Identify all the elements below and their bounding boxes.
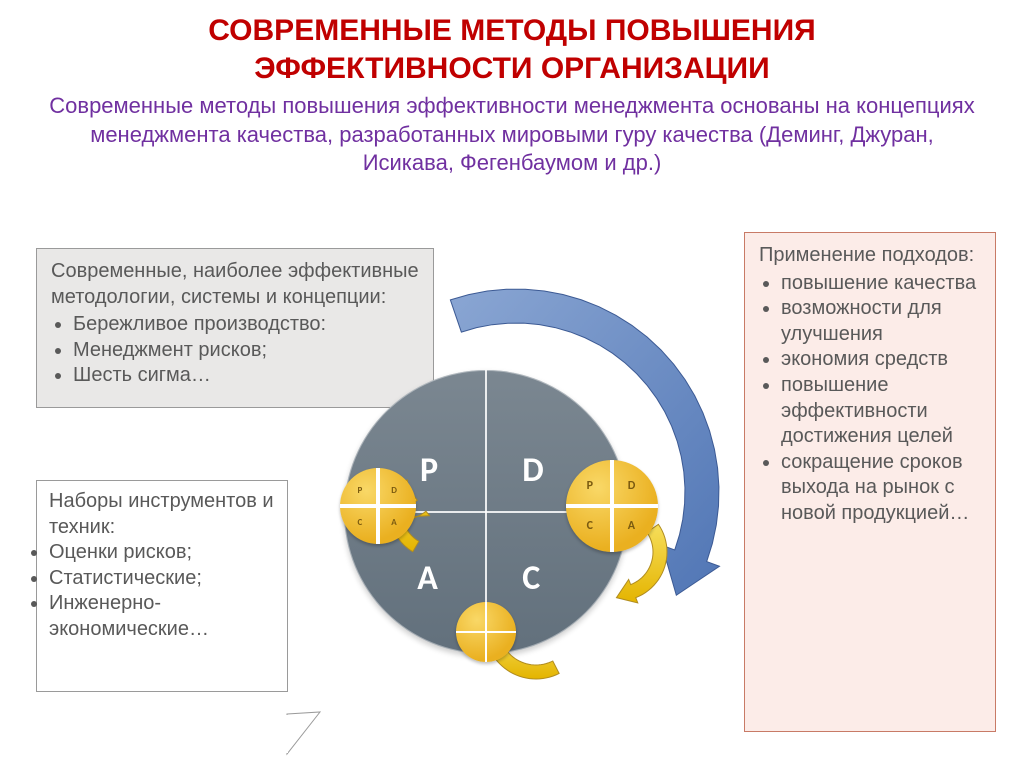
pdca-mini-circle <box>456 602 516 662</box>
tools-list: Оценки рисков; Статистические; Инженерно… <box>49 540 275 642</box>
tools-callout: Наборы инструментов и техник: Оценки рис… <box>36 480 288 692</box>
tools-callout-body: Наборы инструментов и техник: Оценки рис… <box>36 480 288 692</box>
list-item: Оценки рисков; <box>49 540 275 566</box>
pdca-mini-circle: P D C A <box>566 460 658 552</box>
slide: СОВРЕМЕННЫЕ МЕТОДЫ ПОВЫШЕНИЯ ЭФФЕКТИВНОС… <box>0 0 1024 768</box>
tools-heading: Наборы инструментов и техник: <box>49 489 275 540</box>
list-item: Инженерно-экономические… <box>49 591 275 642</box>
callout-tail <box>36 692 136 768</box>
list-item: Статистические; <box>49 566 275 592</box>
pdca-mini-circle: P D C A <box>340 468 416 544</box>
